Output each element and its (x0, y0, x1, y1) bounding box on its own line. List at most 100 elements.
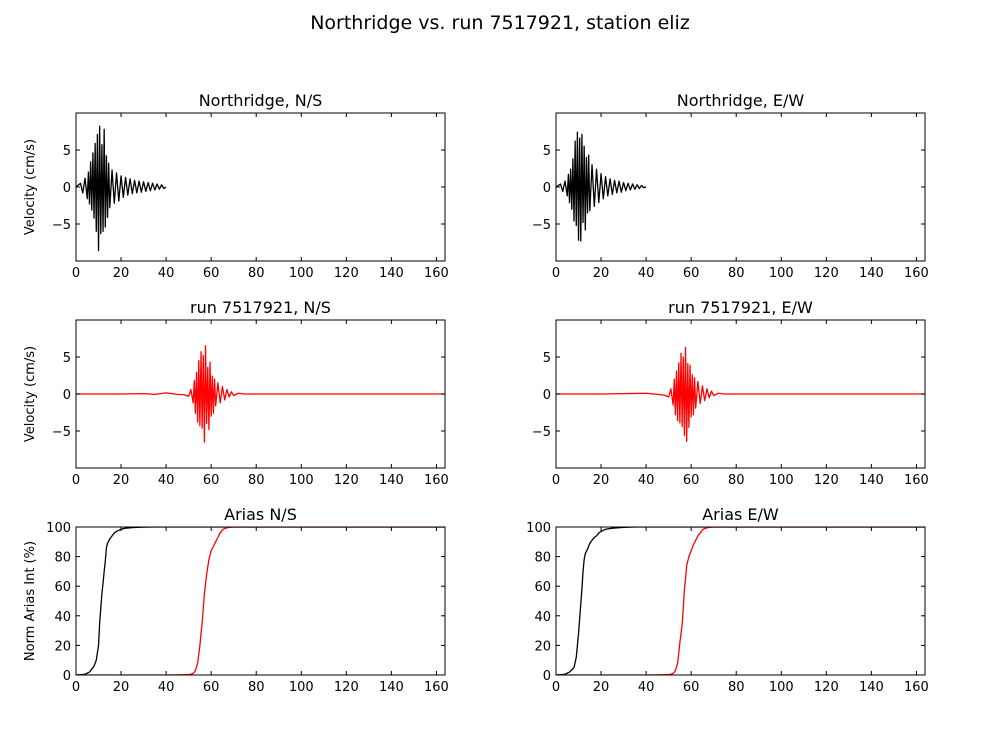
y-tick-label: 80 (54, 551, 71, 566)
x-tick-label: 100 (289, 680, 314, 695)
y-tick-label: 20 (534, 639, 551, 654)
axes-frame (75, 526, 446, 676)
x-tick-label: 140 (379, 680, 404, 695)
y-axis-label: Velocity (cm/s) (23, 139, 38, 235)
x-tick-label: 140 (859, 680, 884, 695)
x-tick-label: 80 (248, 680, 265, 695)
series-line-recorded (556, 131, 647, 242)
subplot-title: run 7517921, E/W (668, 298, 813, 317)
x-tick-label: 60 (683, 266, 700, 281)
x-tick-label: 40 (638, 680, 655, 695)
x-tick-label: 100 (769, 680, 794, 695)
subplot-title: Northridge, N/S (199, 91, 323, 110)
y-tick-label: 40 (54, 610, 71, 625)
series-line-recorded (76, 527, 445, 675)
subplot-arias-ns: 0 20 40 60 80 100 120 140 160 0 20 40 60 80 100 Arias N… (23, 505, 449, 695)
series-line-recorded (76, 125, 167, 252)
x-tick-label: 100 (289, 473, 314, 488)
x-tick-label: 140 (379, 473, 404, 488)
x-tick-label: 160 (424, 680, 449, 695)
figure-title: Northridge vs. run 7517921, station eliz (310, 12, 690, 34)
y-tick-label: 5 (543, 144, 551, 159)
x-tick-label: 20 (113, 680, 130, 695)
series-line-simulated (76, 527, 445, 675)
subplot-title: Arias E/W (702, 505, 779, 524)
x-tick-label: 140 (859, 266, 884, 281)
y-axis-label: Velocity (cm/s) (23, 346, 38, 442)
x-tick-label: 120 (334, 473, 359, 488)
y-tick-label: 40 (534, 610, 551, 625)
x-tick-label: 20 (113, 266, 130, 281)
axes-frame (555, 526, 926, 676)
x-tick-label: 160 (904, 680, 929, 695)
x-tick-label: 40 (638, 266, 655, 281)
y-tick-label: 0 (63, 388, 71, 403)
x-tick-label: 60 (683, 473, 700, 488)
y-tick-label: 0 (543, 669, 551, 684)
y-tick-label: 20 (54, 639, 71, 654)
y-tick-label: 5 (63, 351, 71, 366)
x-tick-label: 160 (424, 473, 449, 488)
series-line-recorded (556, 527, 925, 675)
subplot-arias-ew: 0 20 40 60 80 100 120 140 160 0 20 40 60 80 100 Arias E… (526, 505, 929, 695)
x-tick-label: 80 (248, 266, 265, 281)
x-tick-label: 80 (728, 680, 745, 695)
series-line-simulated (556, 346, 925, 443)
y-tick-label: −5 (532, 425, 551, 440)
subplot-title: Arias N/S (224, 505, 297, 524)
x-tick-label: 0 (552, 680, 560, 695)
x-tick-label: 120 (814, 266, 839, 281)
subplot-run-ns: 0 20 40 60 80 100 120 140 160 −5 0 5 run 7517921, N/… (23, 298, 449, 488)
x-tick-label: 20 (113, 473, 130, 488)
subplot-northridge-ew: 0 20 40 60 80 100 120 140 160 −5 0 5 Northridge, E/W (532, 91, 929, 281)
x-tick-label: 100 (289, 266, 314, 281)
x-tick-label: 40 (158, 680, 175, 695)
x-tick-label: 40 (158, 266, 175, 281)
x-tick-label: 80 (728, 473, 745, 488)
x-tick-label: 0 (72, 680, 80, 695)
y-tick-label: 5 (543, 351, 551, 366)
y-tick-label: −5 (52, 218, 71, 233)
x-tick-label: 80 (728, 266, 745, 281)
x-tick-label: 20 (593, 266, 610, 281)
x-tick-label: 100 (769, 266, 794, 281)
x-tick-label: 0 (72, 473, 80, 488)
x-tick-label: 140 (859, 473, 884, 488)
y-tick-label: 80 (534, 551, 551, 566)
x-tick-label: 120 (334, 680, 359, 695)
x-tick-label: 60 (203, 266, 220, 281)
x-tick-label: 100 (769, 473, 794, 488)
y-tick-label: 60 (54, 580, 71, 595)
x-tick-label: 40 (158, 473, 175, 488)
subplot-run-ew: 0 20 40 60 80 100 120 140 160 −5 0 5 run 7517921, E/… (532, 298, 929, 488)
y-tick-label: 100 (526, 521, 551, 536)
x-tick-label: 120 (814, 473, 839, 488)
x-tick-label: 60 (203, 680, 220, 695)
y-tick-label: 5 (63, 144, 71, 159)
x-tick-label: 140 (379, 266, 404, 281)
x-tick-label: 160 (424, 266, 449, 281)
y-axis-label: Norm Arias Int (%) (23, 541, 38, 661)
x-tick-label: 60 (683, 680, 700, 695)
x-tick-label: 160 (904, 473, 929, 488)
y-tick-label: 100 (46, 521, 71, 536)
x-tick-label: 20 (593, 680, 610, 695)
x-tick-label: 40 (638, 473, 655, 488)
series-line-simulated (556, 527, 925, 675)
y-tick-label: 0 (543, 388, 551, 403)
subplot-title: Northridge, E/W (677, 91, 805, 110)
x-tick-label: 0 (552, 473, 560, 488)
subplot-grid: 0 20 40 60 80 100 120 140 160 −5 0 5 Northridge, N/S… (23, 91, 929, 695)
x-tick-label: 120 (334, 266, 359, 281)
x-tick-label: 160 (904, 266, 929, 281)
y-tick-label: 0 (543, 181, 551, 196)
series-line-simulated (76, 345, 445, 443)
subplot-title: run 7517921, N/S (190, 298, 331, 317)
x-tick-label: 20 (593, 473, 610, 488)
x-tick-label: 120 (814, 680, 839, 695)
x-tick-label: 80 (248, 473, 265, 488)
subplot-northridge-ns: 0 20 40 60 80 100 120 140 160 −5 0 5 Northridge, N/S… (23, 91, 449, 281)
y-tick-label: 60 (534, 580, 551, 595)
